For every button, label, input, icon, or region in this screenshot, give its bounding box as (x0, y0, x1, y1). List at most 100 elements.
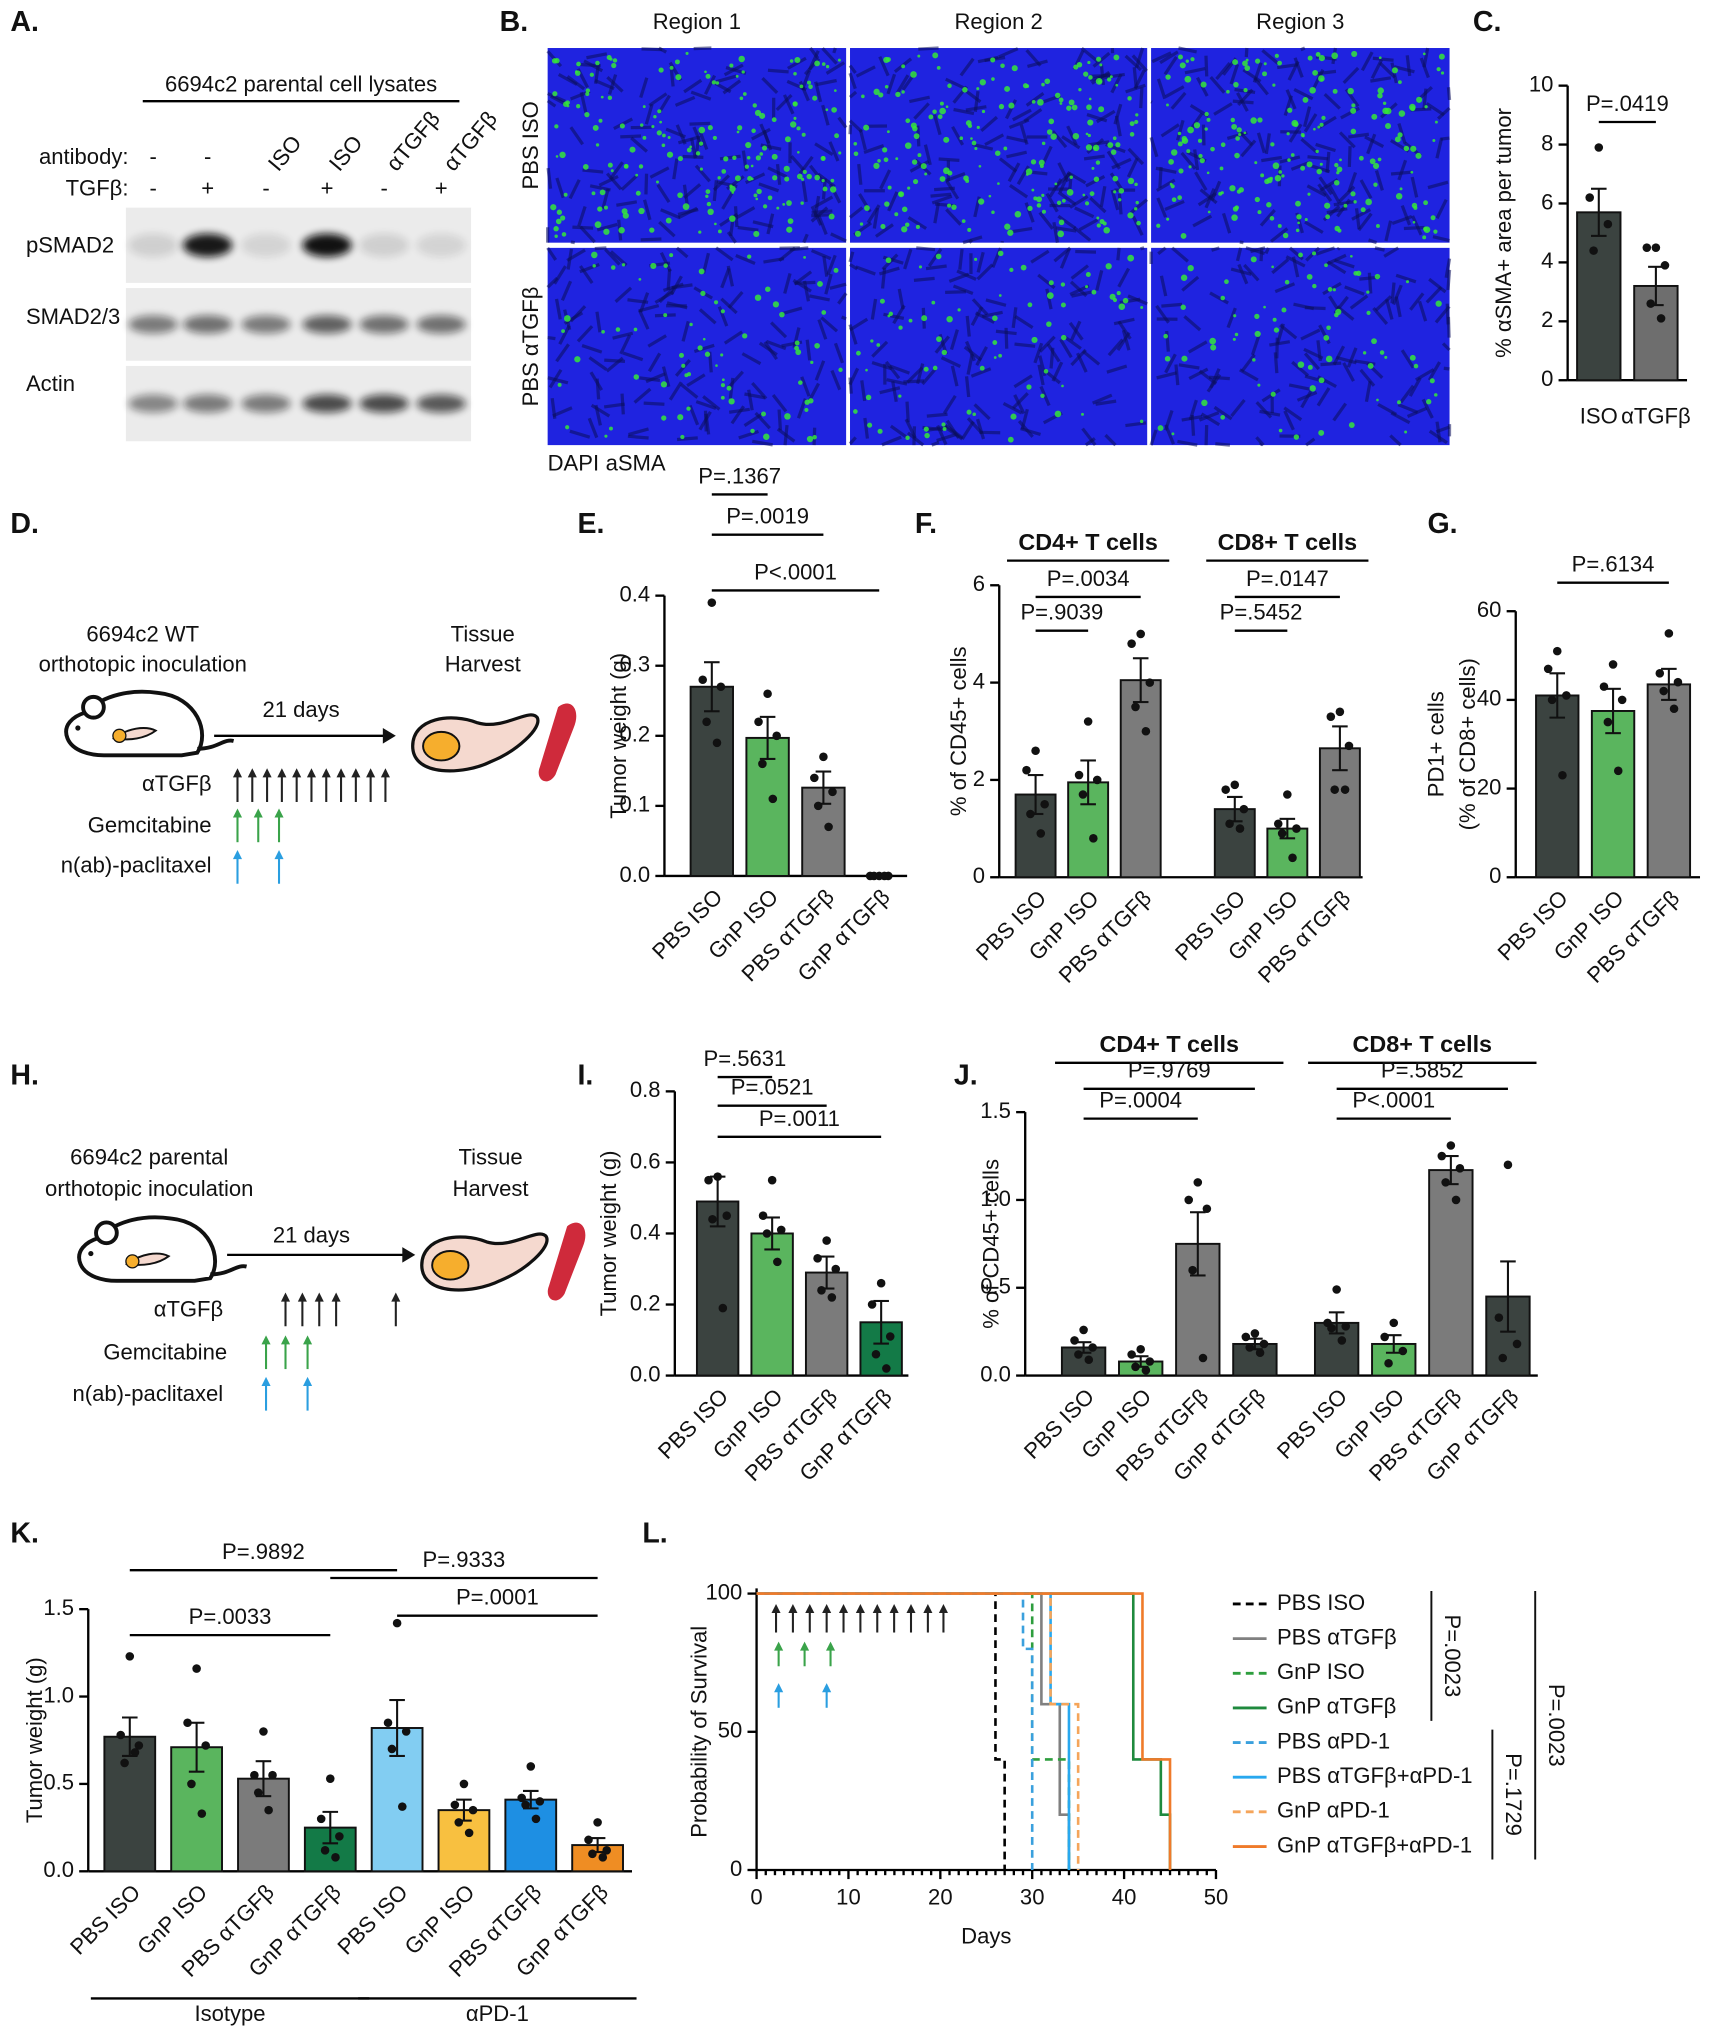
speckle (635, 190, 641, 196)
texture (1304, 305, 1326, 311)
data-point (1398, 1346, 1408, 1356)
blot-band (128, 315, 178, 334)
speckle (561, 232, 567, 237)
speckle (853, 141, 858, 146)
speckle (669, 253, 674, 258)
speckle (1306, 161, 1313, 168)
texture (554, 298, 562, 320)
texture (1235, 247, 1243, 262)
texture (1092, 51, 1111, 68)
texture (738, 429, 759, 440)
speckle (863, 124, 870, 131)
speckle (1054, 182, 1058, 186)
speckle (765, 286, 771, 292)
speckle (707, 125, 713, 131)
speckle (796, 173, 803, 180)
texture (1383, 246, 1400, 258)
speckle (797, 150, 800, 154)
texture (595, 311, 602, 333)
x-tick-label: ISO (1580, 404, 1618, 429)
texture (1127, 147, 1145, 166)
speckle (603, 205, 608, 210)
p-value: P=.6134 (1572, 552, 1655, 577)
speckle (662, 133, 666, 138)
blot-row-label: SMAD2/3 (26, 304, 120, 329)
speckle (814, 342, 820, 349)
data-point (1330, 785, 1339, 794)
data-point (383, 1718, 393, 1728)
texture (1327, 184, 1341, 204)
group-label: CD4+ T cells (1018, 529, 1157, 555)
texture (628, 427, 649, 437)
speckle (810, 360, 814, 364)
data-point (201, 1741, 210, 1750)
texture (832, 47, 837, 54)
speckle (574, 356, 581, 363)
texture (704, 413, 711, 435)
speckle (1179, 62, 1186, 69)
speckle (1278, 428, 1283, 433)
dose-arrow-head (366, 768, 376, 778)
speckle (698, 141, 704, 146)
y-tick-label: 0.4 (620, 581, 651, 606)
speckle (1391, 67, 1398, 74)
speckle (1110, 149, 1117, 155)
speckle (783, 165, 790, 172)
texture (596, 222, 618, 232)
speckle (1207, 210, 1211, 214)
speckle (1020, 264, 1027, 271)
speckle (932, 365, 938, 371)
speckle (689, 322, 693, 327)
texture (1274, 282, 1296, 294)
texture (1140, 246, 1145, 251)
speckle (1127, 96, 1132, 101)
texture (1244, 47, 1249, 58)
speckle (817, 280, 823, 287)
data-point (1036, 829, 1046, 838)
speckle (1180, 304, 1186, 310)
speckle (886, 130, 890, 134)
texture (601, 188, 610, 210)
speckle (942, 427, 947, 431)
mouse-icon (77, 1215, 249, 1283)
texture (668, 381, 683, 401)
speckle (936, 65, 941, 70)
texture (1125, 421, 1147, 428)
lane-label: + (435, 175, 448, 200)
texture (658, 286, 676, 304)
legend-label: PBS ISO (1277, 1590, 1365, 1615)
data-point (1646, 299, 1655, 308)
data-point (1446, 1141, 1456, 1150)
texture (849, 206, 864, 219)
texture (782, 94, 795, 115)
texture (1277, 63, 1299, 70)
speckle (1234, 332, 1239, 337)
speckle (704, 351, 711, 357)
texture (1127, 294, 1148, 306)
data-point (885, 1332, 895, 1341)
data-point (1239, 804, 1249, 814)
p-value: P=.9769 (1128, 1058, 1211, 1083)
speckle (820, 155, 826, 162)
texture (1306, 184, 1327, 198)
texture (855, 65, 876, 78)
texture (1300, 46, 1306, 52)
texture (1443, 366, 1450, 371)
speckle (1066, 189, 1074, 196)
speckle (1332, 88, 1338, 94)
texture (1139, 87, 1144, 109)
speckle (642, 135, 647, 140)
texture (1425, 286, 1443, 304)
speckle (1083, 71, 1089, 77)
texture (1364, 135, 1385, 149)
texture (1107, 338, 1124, 357)
speckle (1046, 292, 1054, 299)
data-point (1451, 1195, 1461, 1205)
group-label: Isotype (194, 2001, 265, 2026)
speckle (582, 164, 589, 170)
speckle (1127, 177, 1135, 185)
texture (683, 78, 703, 94)
speckle (1282, 232, 1289, 239)
panel-label: L. (642, 1518, 667, 1550)
speckle (1231, 214, 1238, 221)
